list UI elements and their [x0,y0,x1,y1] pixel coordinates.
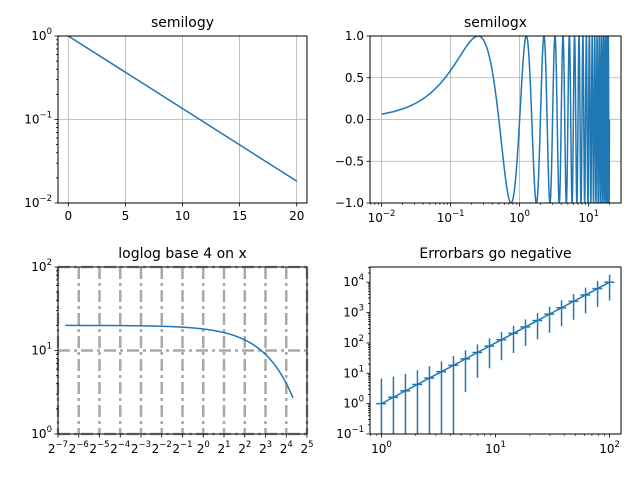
x-tick-label: 24 [280,440,293,456]
series-line [65,324,294,399]
x-tick-label: 101 [485,440,506,456]
x-tick-label: 2−5 [89,440,109,456]
x-tick-label: 25 [300,440,313,456]
x-tick-label: 23 [259,440,272,456]
x-tick-label: 15 [232,209,247,223]
series-line [381,281,610,405]
chart-title: Errorbars go negative [419,246,571,262]
x-tick-label: 10 [175,209,190,223]
x-tick-label: 20 [289,209,304,223]
y-tick-label: 103 [343,304,364,320]
y-tick-label: 104 [343,273,364,289]
x-tick-label: 2−2 [152,440,172,456]
x-tick-label: 0 [64,209,72,223]
x-tick-label: 2−3 [131,440,151,456]
subplot-semilogy: 0 5 10 15 20 10−2 10−1 100 semilogy [24,15,308,223]
axes-frame-3 [369,266,622,435]
y-tick-label: 100 [31,27,52,43]
chart-title: semilogx [464,15,527,31]
y-tick-label: 10−1 [336,425,364,441]
y-tick-label: 102 [31,258,52,274]
y-tick-label: 0.5 [345,71,364,85]
y-tick-label: −0.5 [335,154,364,168]
series-line [67,36,298,182]
x-tick-label: 5 [122,209,130,223]
y-tick-label: 0.0 [345,113,364,127]
chart-title: semilogy [151,15,214,31]
chart-title: loglog base 4 on x [118,246,247,262]
subplot-semilogx: 10−2 10−1 100 101 −1.0 −0.5 0.0 0.5 1.0 semilogx [335,15,622,225]
y-tick-label: 1.0 [345,29,364,43]
x-tick-label: 2−4 [110,440,130,456]
y-tick-label: −1.0 [335,196,364,210]
x-tick-label: 100 [509,209,530,225]
x-tick-label: 101 [578,209,599,225]
x-tick-label: 22 [238,440,251,456]
subplot-loglog: 2−7 2−6 2−5 2−4 2−3 2−2 2−1 20 21 22 23 24 25 100 101 1… [31,246,313,456]
y-tick-label: 101 [343,364,364,380]
x-tick-label: 21 [217,440,230,456]
y-tick-label: 100 [343,395,364,411]
series-line [381,36,611,203]
x-tick-label: 20 [197,440,210,456]
y-tick-label: 10−2 [24,194,52,210]
x-tick-label: 10−2 [368,209,396,225]
x-tick-label: 2−7 [48,440,68,456]
x-tick-label: 2−6 [69,440,89,456]
y-tick-label: 10−1 [24,111,52,127]
y-tick-label: 100 [31,425,52,441]
y-tick-label: 102 [343,334,364,350]
x-tick-label: 102 [599,440,620,456]
x-tick-label: 100 [371,440,392,456]
x-tick-label: 10−1 [437,209,465,225]
subplot-errorbars: 100 101 102 10−1 100 101 102 103 104 Errorbars go… [336,246,622,456]
y-tick-label: 101 [31,342,52,358]
x-tick-label: 2−1 [172,440,192,456]
